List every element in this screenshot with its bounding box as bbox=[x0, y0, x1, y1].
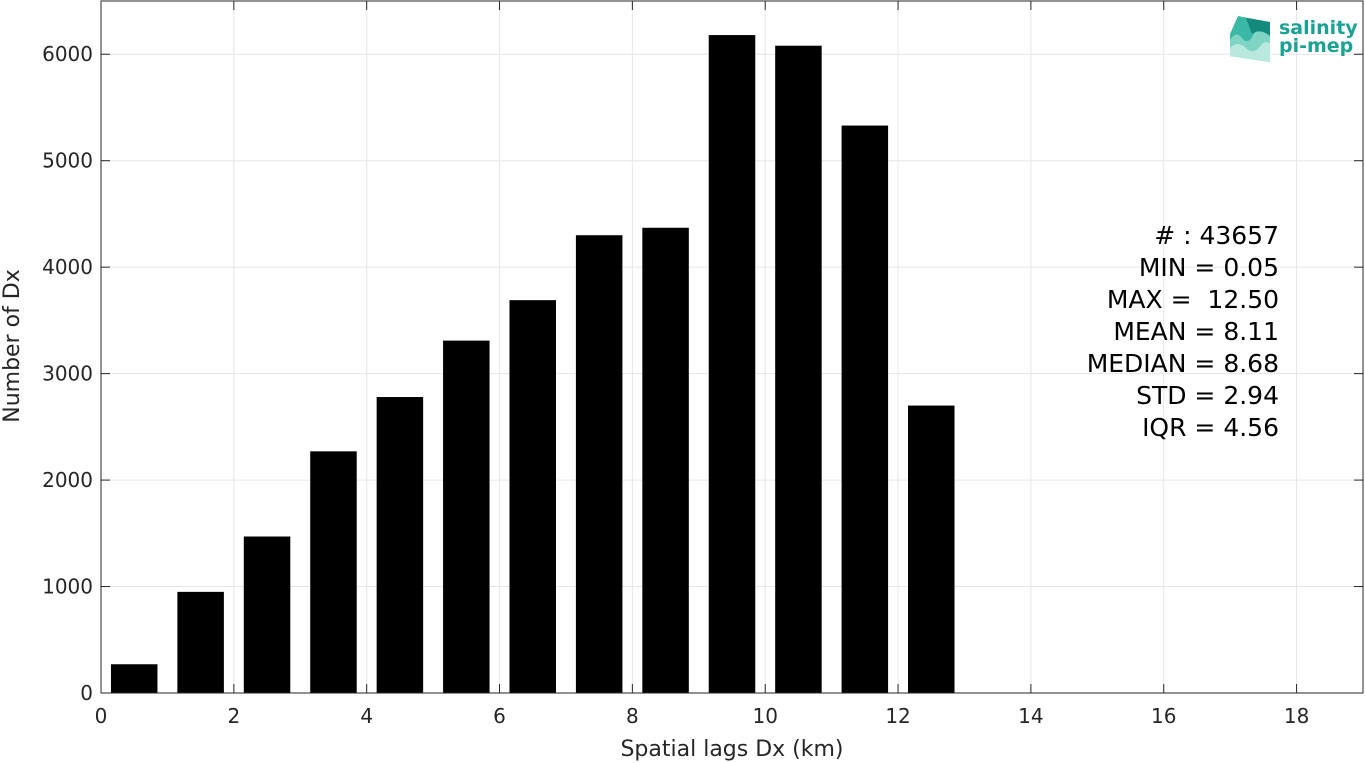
x-tick-label: 12 bbox=[885, 704, 910, 728]
histogram-bar bbox=[775, 45, 822, 693]
x-tick-label: 18 bbox=[1284, 704, 1309, 728]
y-tick-label: 3000 bbox=[42, 362, 93, 386]
logo-line2: pi-mep bbox=[1279, 35, 1353, 57]
y-tick-label: 6000 bbox=[42, 42, 93, 66]
stat-std: STD = 2.94 bbox=[1136, 381, 1279, 410]
y-tick-label: 5000 bbox=[42, 149, 93, 173]
x-tick-label: 6 bbox=[493, 704, 506, 728]
x-tick-label: 10 bbox=[752, 704, 777, 728]
histogram-bar bbox=[110, 664, 158, 693]
histogram-bar bbox=[642, 227, 689, 694]
histogram-bar bbox=[708, 35, 756, 694]
y-tick-label: 4000 bbox=[42, 255, 93, 279]
histogram-bar bbox=[376, 397, 424, 693]
x-tick-label: 0 bbox=[95, 704, 108, 728]
logo-waves-icon bbox=[1230, 16, 1270, 63]
salinity-pi-mep-logo: salinity pi-mep bbox=[1230, 16, 1358, 63]
y-tick-label: 0 bbox=[80, 681, 93, 705]
histogram-bar bbox=[243, 536, 291, 693]
y-axis-label: Number of Dx bbox=[0, 269, 25, 423]
stat-mean: MEAN = 8.11 bbox=[1113, 317, 1279, 346]
histogram-bar bbox=[310, 451, 357, 693]
histogram-bar bbox=[841, 125, 889, 693]
x-tick-label: 8 bbox=[626, 704, 639, 728]
histogram-bar bbox=[908, 405, 955, 693]
x-tick-label: 16 bbox=[1151, 704, 1176, 728]
histogram-bar bbox=[575, 235, 623, 693]
histogram-bar bbox=[509, 300, 556, 693]
x-axis-label: Spatial lags Dx (km) bbox=[620, 737, 843, 762]
y-tick-labels: 0 1000 2000 3000 4000 5000 6000 bbox=[42, 42, 93, 705]
histogram-bar bbox=[443, 340, 490, 693]
statistics-annotation: # : 43657 MIN = 0.05 MAX = 12.50 MEAN = … bbox=[1087, 221, 1279, 442]
stat-max: MAX = 12.50 bbox=[1107, 285, 1279, 314]
x-tick-label: 2 bbox=[227, 704, 240, 728]
histogram-bars bbox=[110, 35, 955, 694]
y-tick-label: 2000 bbox=[42, 468, 93, 492]
stat-iqr: IQR = 4.56 bbox=[1142, 413, 1279, 442]
x-tick-labels: 0 2 4 6 8 10 12 14 16 18 bbox=[95, 704, 1310, 728]
x-tick-label: 4 bbox=[360, 704, 373, 728]
histogram-bar bbox=[177, 591, 224, 693]
stat-median: MEDIAN = 8.68 bbox=[1087, 349, 1279, 378]
stat-count: # : 43657 bbox=[1154, 221, 1279, 250]
axes-frame bbox=[100, 0, 1364, 694]
stat-min: MIN = 0.05 bbox=[1139, 253, 1279, 282]
y-tick-label: 1000 bbox=[42, 575, 93, 599]
axis-ticks bbox=[100, 1, 1363, 694]
x-tick-label: 14 bbox=[1018, 704, 1043, 728]
logo-line1: salinity bbox=[1279, 17, 1358, 39]
